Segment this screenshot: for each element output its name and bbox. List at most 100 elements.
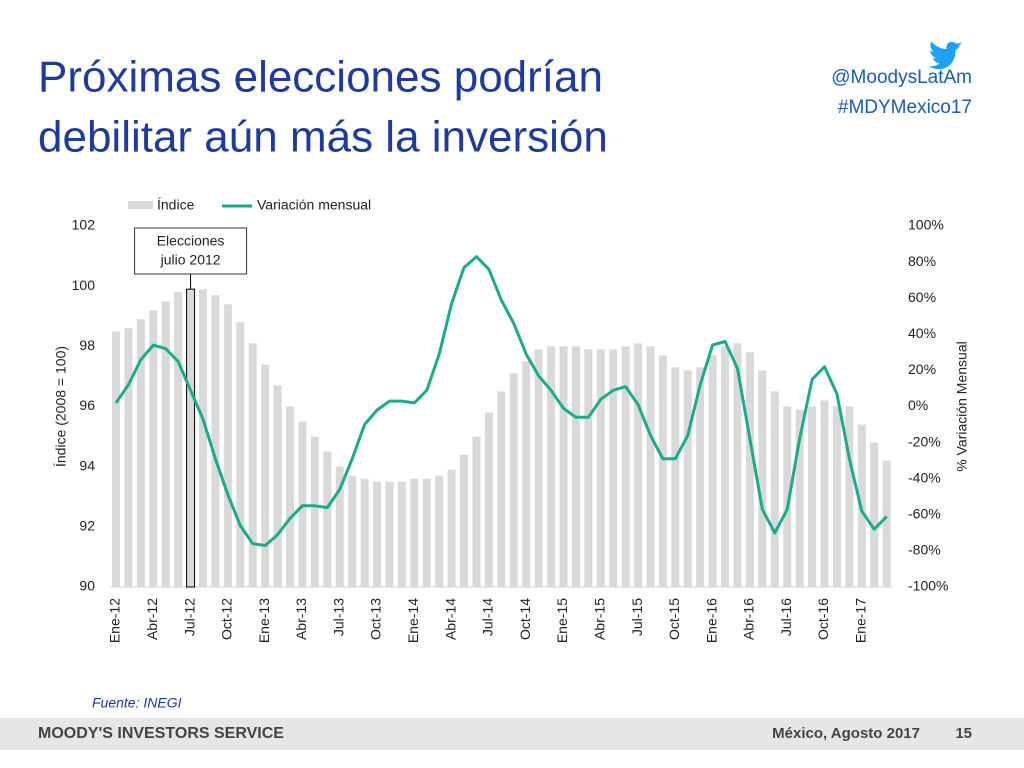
slide-title: debilitar aún más la inversión — [38, 113, 608, 162]
bar — [410, 478, 419, 587]
bar — [534, 349, 543, 587]
bar — [509, 373, 518, 587]
bar — [335, 466, 344, 587]
bar — [373, 481, 382, 587]
bar — [733, 343, 742, 587]
legend-label: Índice — [157, 197, 195, 213]
y-tick-label: 94 — [79, 457, 95, 473]
bar — [472, 436, 481, 587]
bar — [770, 391, 779, 587]
bar — [161, 301, 170, 587]
y-tick-label: 98 — [79, 337, 95, 353]
bar — [721, 346, 730, 587]
bar — [286, 406, 295, 587]
bar — [795, 409, 804, 587]
bar — [298, 421, 307, 587]
bar — [882, 460, 891, 587]
handle: @MoodysLatAm — [831, 67, 972, 88]
legend-label: Variación mensual — [257, 197, 371, 213]
bar — [422, 478, 431, 587]
bar — [211, 295, 220, 587]
line — [114, 255, 888, 547]
x-tick-label: Jul-13 — [330, 598, 346, 636]
handle: #MDYMexico17 — [838, 97, 972, 118]
x-tick-label: Ene-14 — [405, 598, 421, 643]
x-tick-label: Abr-14 — [442, 598, 458, 640]
legend-swatch — [128, 201, 153, 209]
annotation-text: Elecciones — [157, 233, 225, 249]
bar — [832, 406, 841, 587]
bar — [497, 391, 506, 587]
bar — [745, 352, 754, 587]
x-tick-label: Jul-14 — [480, 598, 496, 636]
bar — [845, 406, 854, 587]
bar — [671, 367, 680, 587]
x-tick-label: Jul-12 — [181, 598, 197, 636]
y2-axis-label: % Variación Mensual — [954, 341, 970, 471]
bar — [683, 370, 692, 587]
bar — [571, 346, 580, 587]
y-tick-label: 100 — [72, 277, 96, 293]
bar — [186, 288, 196, 588]
bar — [199, 289, 208, 587]
bar — [708, 355, 717, 587]
y2-tick-label: -20% — [908, 433, 941, 449]
bar — [460, 454, 469, 587]
y2-tick-label: 60% — [908, 289, 936, 305]
x-tick-label: Oct-12 — [219, 598, 235, 640]
bar — [658, 355, 667, 587]
bar — [484, 412, 493, 587]
bar — [273, 385, 282, 587]
y2-tick-label: 80% — [908, 253, 936, 269]
source: Fuente: INEGI — [92, 695, 182, 711]
y-tick-label: 102 — [72, 217, 96, 233]
bar — [584, 349, 593, 587]
bar — [310, 436, 319, 587]
bar — [820, 400, 829, 587]
x-tick-label: Ene-16 — [703, 598, 719, 643]
bar — [522, 361, 531, 587]
bar — [547, 346, 556, 587]
y2-tick-label: 20% — [908, 361, 936, 377]
y2-tick-label: -100% — [908, 578, 948, 594]
x-tick-label: Oct-13 — [368, 598, 384, 640]
bar — [783, 406, 792, 587]
x-tick-label: Ene-15 — [554, 598, 570, 643]
bar — [435, 475, 444, 587]
bar — [621, 346, 630, 587]
slide-title: Próximas elecciones podrían — [38, 53, 603, 102]
bar — [559, 346, 568, 587]
bar — [348, 475, 357, 587]
bar — [646, 346, 655, 587]
bar — [609, 349, 618, 587]
page-number: 15 — [955, 725, 972, 742]
bar — [248, 343, 257, 587]
y-tick-label: 92 — [79, 518, 95, 534]
bar — [447, 469, 456, 587]
x-tick-label: Abr-12 — [144, 598, 160, 640]
x-tick-label: Ene-12 — [107, 598, 123, 643]
bar — [808, 406, 817, 587]
bar — [236, 322, 245, 587]
annotation-text: julio 2012 — [160, 252, 221, 268]
x-tick-label: Abr-13 — [293, 598, 309, 640]
bar — [223, 304, 232, 587]
x-tick-label: Jul-16 — [778, 598, 794, 636]
y-tick-label: 96 — [79, 397, 95, 413]
y2-tick-label: -80% — [908, 542, 941, 558]
bar — [397, 481, 406, 587]
x-tick-label: Oct-16 — [815, 598, 831, 640]
y2-tick-label: -40% — [908, 469, 941, 485]
x-tick-label: Oct-15 — [666, 598, 682, 640]
bar — [261, 364, 270, 587]
bar — [112, 331, 120, 587]
y2-tick-label: 100% — [908, 217, 944, 233]
bar — [124, 328, 133, 587]
y2-tick-label: 0% — [908, 397, 928, 413]
bar — [696, 367, 705, 587]
bar — [870, 442, 879, 587]
bar — [174, 292, 183, 587]
footer-brand: MOODY'S INVESTORS SERVICE — [38, 725, 284, 742]
x-tick-label: Oct-14 — [517, 598, 533, 640]
